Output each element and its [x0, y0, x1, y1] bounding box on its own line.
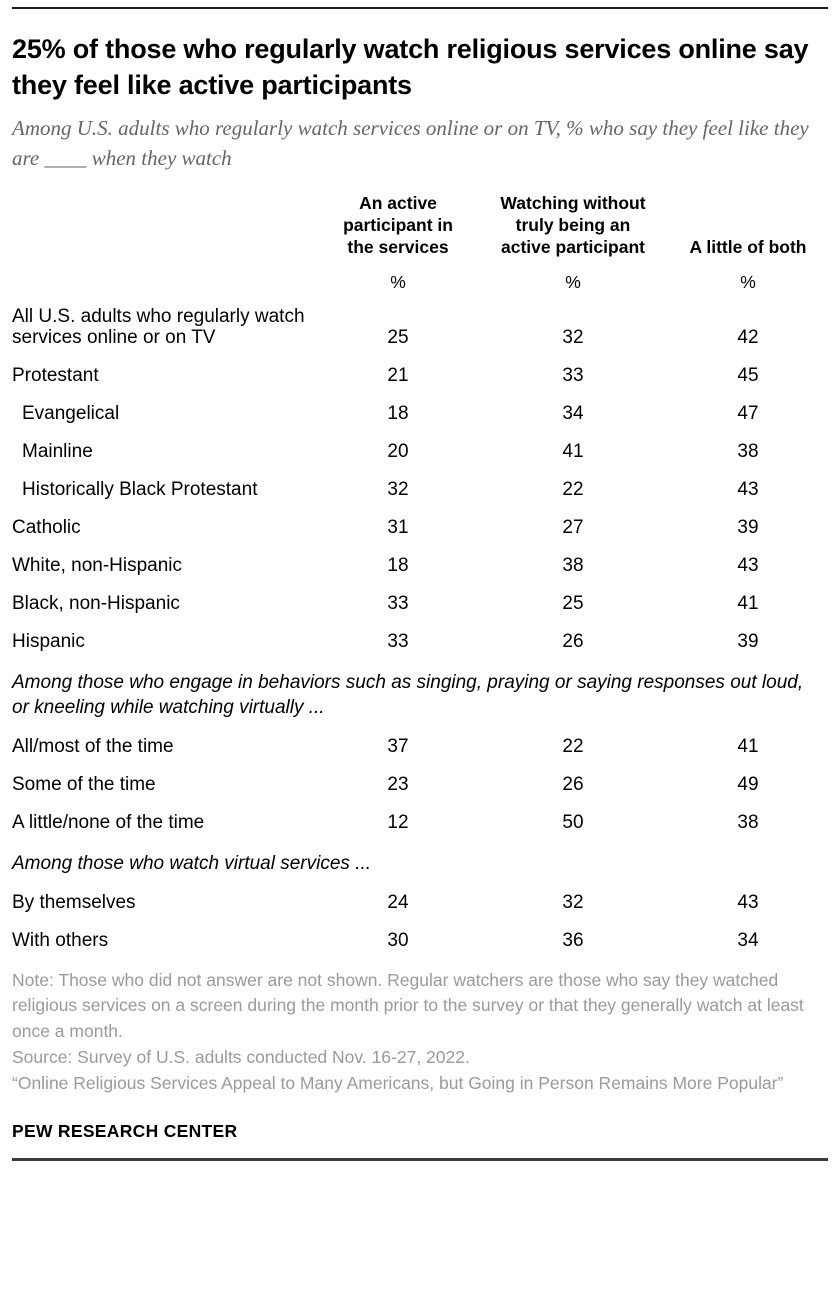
value-cell: 34 — [737, 929, 759, 951]
table-body: All U.S. adults who regularly watch serv… — [12, 306, 828, 951]
value-cell: 50 — [562, 811, 584, 833]
value-cell: 47 — [737, 402, 759, 424]
unit-spacer — [12, 272, 318, 293]
section-header-label: Among those who engage in behaviors such… — [12, 671, 804, 719]
value-cell: 38 — [737, 440, 759, 462]
value-cell: 32 — [562, 326, 584, 348]
value-cell: 41 — [737, 592, 759, 614]
table-row: Hispanic 33 26 39 — [12, 631, 828, 652]
table-row: All/most of the time 37 22 41 — [12, 736, 828, 757]
column-header-watching-without: Watching without truly being an active p… — [478, 192, 668, 259]
table-row: Historically Black Protestant 32 22 43 — [12, 479, 828, 500]
column-header-row: An active participant in the services Wa… — [12, 192, 828, 259]
value-cell: 39 — [737, 516, 759, 538]
row-label: A little/none of the time — [12, 811, 205, 833]
row-label: Protestant — [12, 364, 99, 386]
row-label: White, non-Hispanic — [12, 554, 183, 576]
table-row: By themselves 24 32 43 — [12, 892, 828, 913]
unit-label: % — [390, 271, 406, 292]
value-cell: 23 — [387, 773, 409, 795]
unit-label: % — [565, 271, 581, 292]
value-cell: 38 — [737, 811, 759, 833]
value-cell: 32 — [387, 478, 409, 500]
table-row: Catholic 31 27 39 — [12, 517, 828, 538]
row-label: Evangelical — [22, 402, 120, 424]
column-header-little-of-both: A little of both — [668, 236, 828, 258]
table-row: White, non-Hispanic 18 38 43 — [12, 555, 828, 576]
column-header-label: Watching without truly being an active p… — [500, 192, 646, 258]
value-cell: 18 — [387, 554, 409, 576]
figure: 25% of those who regularly watch religio… — [0, 7, 840, 1162]
value-cell: 26 — [562, 773, 584, 795]
value-cell: 30 — [387, 929, 409, 951]
table-row: Evangelical 18 34 47 — [12, 403, 828, 424]
row-label: By themselves — [12, 891, 136, 913]
table-row: A little/none of the time 12 50 38 — [12, 812, 828, 833]
footer: Note: Those who did not answer are not s… — [12, 968, 828, 1142]
value-cell: 43 — [737, 891, 759, 913]
figure-subtitle: Among U.S. adults who regularly watch se… — [12, 115, 809, 170]
bottom-rule — [12, 1158, 828, 1162]
value-cell: 22 — [562, 735, 584, 757]
value-cell: 39 — [737, 630, 759, 652]
unit-label: % — [740, 271, 756, 292]
value-cell: 38 — [562, 554, 584, 576]
row-label: Black, non-Hispanic — [12, 592, 180, 614]
column-header-active-participant: An active participant in the services — [318, 192, 478, 259]
table-row: Protestant 21 33 45 — [12, 365, 828, 386]
value-cell: 26 — [562, 630, 584, 652]
row-label: All U.S. adults who regularly watch serv… — [12, 305, 305, 348]
value-cell: 33 — [387, 592, 409, 614]
unit-row: % % % — [12, 272, 828, 293]
value-cell: 12 — [387, 811, 409, 833]
column-header-label: An active participant in the services — [343, 192, 453, 258]
value-cell: 34 — [562, 402, 584, 424]
section-header-row: Among those who engage in behaviors such… — [12, 670, 828, 721]
value-cell: 37 — [387, 735, 409, 757]
section-header-row: Among those who watch virtual services .… — [12, 851, 828, 877]
value-cell: 21 — [387, 364, 409, 386]
value-cell: 18 — [387, 402, 409, 424]
row-label: All/most of the time — [12, 735, 174, 757]
value-cell: 43 — [737, 478, 759, 500]
row-label: Some of the time — [12, 773, 156, 795]
row-label: Historically Black Protestant — [22, 478, 258, 500]
value-cell: 25 — [562, 592, 584, 614]
value-cell: 27 — [562, 516, 584, 538]
row-label: Catholic — [12, 516, 81, 538]
value-cell: 33 — [387, 630, 409, 652]
value-cell: 25 — [387, 326, 409, 348]
column-header-label: A little of both — [689, 237, 807, 258]
table-row: Mainline 20 41 38 — [12, 441, 828, 462]
table-row: Some of the time 23 26 49 — [12, 774, 828, 795]
value-cell: 32 — [562, 891, 584, 913]
table-row: Black, non-Hispanic 33 25 41 — [12, 593, 828, 614]
value-cell: 49 — [737, 773, 759, 795]
value-cell: 45 — [737, 364, 759, 386]
source-text: Source: Survey of U.S. adults conducted … — [12, 1047, 470, 1068]
brand-wordmark: PEW RESEARCH CENTER — [12, 1121, 238, 1142]
value-cell: 42 — [737, 326, 759, 348]
value-cell: 24 — [387, 891, 409, 913]
value-cell: 33 — [562, 364, 584, 386]
row-label: Mainline — [22, 440, 93, 462]
table-row: All U.S. adults who regularly watch serv… — [12, 306, 828, 348]
value-cell: 31 — [387, 516, 409, 538]
value-cell: 36 — [562, 929, 584, 951]
figure-title: 25% of those who regularly watch religio… — [12, 34, 809, 101]
value-cell: 41 — [562, 440, 584, 462]
section-header-label: Among those who watch virtual services .… — [12, 852, 372, 874]
row-label: Hispanic — [12, 630, 85, 652]
report-title-quote: “Online Religious Services Appeal to Man… — [12, 1073, 784, 1094]
top-rule — [12, 7, 828, 9]
value-cell: 20 — [387, 440, 409, 462]
table-row: With others 30 36 34 — [12, 930, 828, 951]
note-text: Note: Those who did not answer are not s… — [12, 969, 804, 1042]
value-cell: 41 — [737, 735, 759, 757]
value-cell: 22 — [562, 478, 584, 500]
value-cell: 43 — [737, 554, 759, 576]
row-label: With others — [12, 929, 109, 951]
